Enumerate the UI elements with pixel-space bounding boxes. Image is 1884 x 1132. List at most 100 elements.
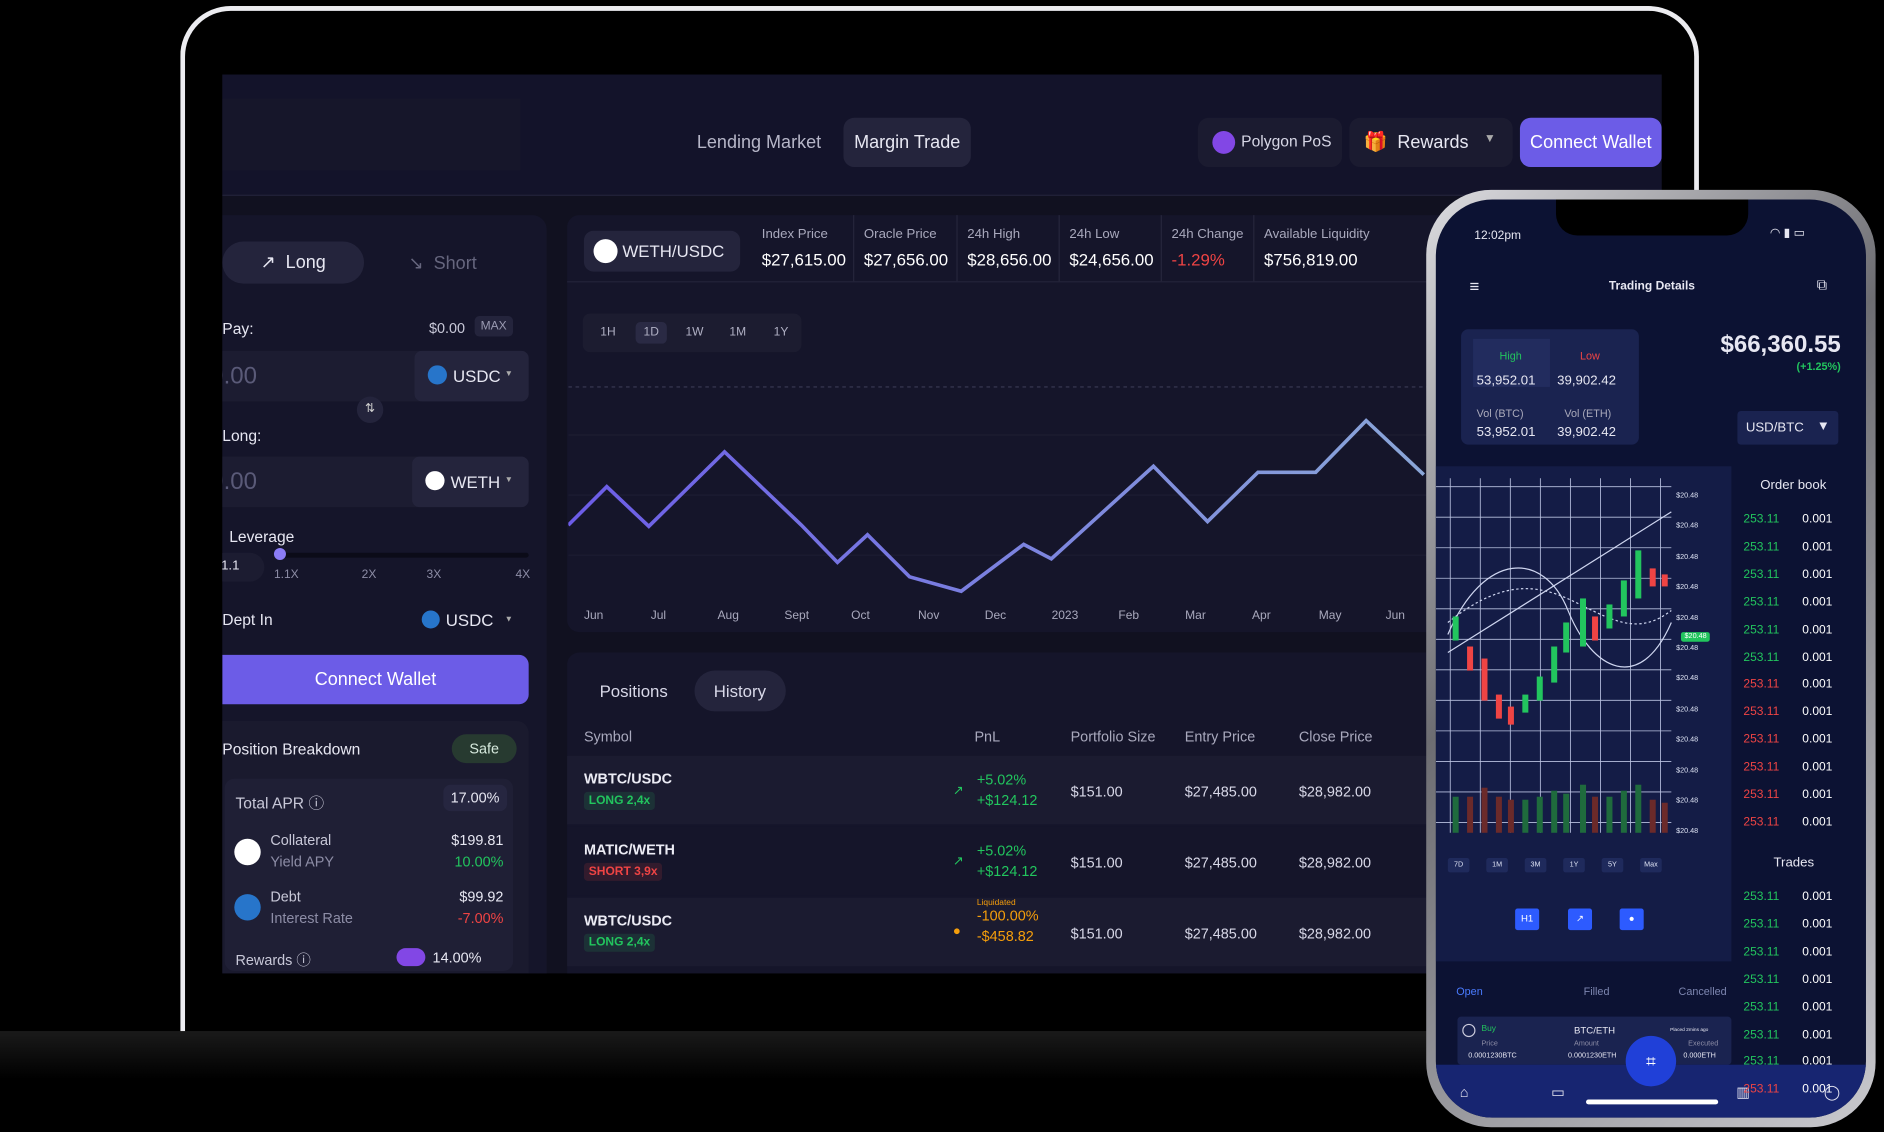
- indicator-button[interactable]: ●: [1619, 908, 1644, 931]
- share-icon[interactable]: ⧉: [1816, 276, 1828, 294]
- pay-label: Pay:: [222, 319, 254, 338]
- period-button[interactable]: 3M: [1524, 858, 1547, 873]
- leverage-value: 1.1: [222, 558, 240, 574]
- home-indicator: [1586, 1099, 1719, 1105]
- order-book-qty: 0.001: [1802, 540, 1833, 554]
- order-tab[interactable]: Filled: [1583, 985, 1610, 998]
- rewards-label: Rewards ⓘ: [235, 951, 311, 969]
- positions-tab[interactable]: History: [694, 670, 786, 712]
- phone: 12:02pm ◠ ▮ ▭ ≡ Trading Details ⧉ High 5…: [1426, 189, 1876, 1128]
- volume-bar: [1522, 799, 1529, 833]
- yield-label: Yield APY: [270, 853, 334, 871]
- period-button[interactable]: 7D: [1447, 858, 1470, 873]
- candle: [1536, 676, 1543, 701]
- stat-divider: [853, 215, 855, 282]
- order-book-price: 253.11: [1743, 568, 1780, 582]
- order-book-price: 253.11: [1743, 760, 1780, 775]
- trade-price: 253.11: [1743, 973, 1780, 987]
- range-button[interactable]: 1H: [600, 325, 616, 339]
- pair-select[interactable]: WETH/USDC: [583, 230, 741, 272]
- menu-icon[interactable]: ≡: [1469, 276, 1480, 296]
- range-button[interactable]: 1D: [635, 322, 667, 344]
- wallet-tab[interactable]: ▭: [1551, 1083, 1565, 1101]
- x-axis-label: Sept: [784, 609, 810, 623]
- order-book-qty: 0.001: [1802, 815, 1833, 830]
- order-tab[interactable]: Cancelled: [1678, 985, 1727, 998]
- trend-line: [1447, 511, 1672, 654]
- chevron: ▼: [1816, 419, 1830, 434]
- interest: -7.00%: [457, 909, 504, 927]
- range-button[interactable]: 1M: [729, 325, 747, 339]
- debt-label: Debt: [270, 888, 301, 905]
- debt-token[interactable]: USDC: [445, 610, 494, 630]
- leverage-track[interactable]: [276, 552, 529, 558]
- pair: USD/BTC: [1745, 420, 1804, 436]
- nav-link[interactable]: Lending Market: [696, 132, 822, 153]
- trade-qty: 0.001: [1802, 1028, 1833, 1042]
- chart-tab[interactable]: ▥: [1736, 1083, 1750, 1101]
- x-axis-label: Dec: [984, 609, 1007, 623]
- order-price-label: Price: [1481, 1040, 1498, 1048]
- period-button[interactable]: 1Y: [1563, 858, 1585, 873]
- interest-label: Interest Rate: [270, 909, 353, 927]
- order-tab[interactable]: Open: [1456, 985, 1483, 998]
- divider: [567, 281, 1662, 283]
- interval-button[interactable]: H1: [1515, 908, 1540, 931]
- pair: WETH/USDC: [622, 241, 725, 261]
- long-token-select[interactable]: WETH ▼: [412, 456, 529, 508]
- collateral: $199.81: [451, 831, 504, 849]
- vol-eth-label: Vol (ETH): [1564, 407, 1612, 420]
- network-name: Polygon PoS: [1241, 132, 1332, 151]
- candle: [1620, 580, 1627, 617]
- pair-select[interactable]: USD/BTC ▼: [1737, 410, 1839, 445]
- position-entry: $27,485.00: [1184, 854, 1257, 872]
- profile-tab[interactable]: ◯: [1823, 1083, 1841, 1101]
- pay-token-select[interactable]: USDC ▼: [414, 350, 529, 402]
- connect-wallet-button[interactable]: Connect Wallet: [1519, 117, 1662, 168]
- period-button[interactable]: Max: [1640, 858, 1662, 873]
- max-button[interactable]: MAX: [474, 316, 513, 337]
- long-amount: 0.00: [222, 468, 258, 496]
- volume-bar: [1661, 802, 1668, 833]
- draw-button[interactable]: ↗: [1567, 908, 1593, 931]
- y-axis-label: $20.48: [1676, 523, 1699, 531]
- short-tab[interactable]: ↘ Short: [408, 253, 477, 274]
- rewards-label-text: Rewards: [235, 951, 293, 969]
- swap-button[interactable]: ⇅: [356, 396, 384, 423]
- positions-tab[interactable]: Positions: [599, 681, 668, 701]
- connect-wallet-button[interactable]: Connect Wallet: [222, 654, 529, 705]
- network-button[interactable]: Polygon PoS: [1197, 117, 1343, 168]
- current-price-label: $20.48: [1680, 632, 1711, 642]
- trade-price: 253.11: [1743, 917, 1780, 932]
- nav-link-active[interactable]: Margin Trade: [843, 117, 971, 168]
- y-axis-label: $20.48: [1676, 706, 1699, 714]
- range-group: [582, 313, 802, 353]
- candle: [1495, 694, 1502, 719]
- order-book-qty: 0.001: [1802, 595, 1833, 609]
- home-tab[interactable]: ⌂: [1459, 1083, 1469, 1101]
- scan-button[interactable]: ⌗: [1625, 1035, 1677, 1087]
- collateral-label: Collateral: [270, 831, 332, 849]
- x-axis-label: May: [1318, 609, 1342, 623]
- order-checkbox[interactable]: [1462, 1023, 1476, 1038]
- range-button[interactable]: 1W: [685, 325, 704, 339]
- debt-label: Dept In: [222, 610, 273, 629]
- period-button[interactable]: 5Y: [1601, 858, 1624, 873]
- leverage-thumb[interactable]: [273, 547, 286, 560]
- total-apr: 17.00%: [443, 784, 507, 812]
- period-button[interactable]: 1M: [1486, 858, 1508, 873]
- breakdown-title: Position Breakdown: [222, 740, 361, 759]
- stat-value: -1.29%: [1171, 249, 1225, 270]
- chart-grid: [1435, 478, 1672, 833]
- stat-divider: [1253, 215, 1255, 282]
- order-book-price: 253.11: [1743, 705, 1780, 719]
- leverage-input[interactable]: 1.1: [222, 552, 265, 582]
- range-button[interactable]: 1Y: [773, 325, 789, 339]
- long-tab[interactable]: ↗ Long: [222, 241, 365, 284]
- y-axis-label: $20.48: [1676, 553, 1699, 561]
- side-badge: LONG 2,4x: [583, 791, 656, 810]
- stat-value: $24,656.00: [1069, 249, 1154, 270]
- leverage-mark: 3X: [426, 568, 442, 582]
- trade-price: 253.11: [1743, 1083, 1780, 1097]
- rewards-button[interactable]: 🎁 Rewards ▼: [1349, 117, 1513, 168]
